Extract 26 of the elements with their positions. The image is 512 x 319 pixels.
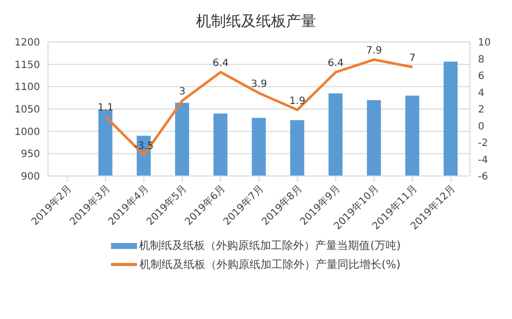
legend-label: 机制纸及纸板（外购原纸加工除外）产量同比增长(%) xyxy=(139,257,401,272)
chart-title: 机制纸及纸板产量 xyxy=(195,11,317,32)
y2-tick-label: -4 xyxy=(478,154,488,166)
y2-tick-label: 4 xyxy=(478,88,484,99)
y2-tick-label: 2 xyxy=(478,104,484,116)
data-label: 6.4 xyxy=(328,58,344,70)
y-tick-label: 950 xyxy=(20,149,40,160)
y-tick-label: 1150 xyxy=(14,60,40,71)
y2-tick-label: 10 xyxy=(478,38,491,49)
data-label: 3.9 xyxy=(251,79,267,90)
data-label: 1.9 xyxy=(289,96,306,107)
y-tick-label: 1050 xyxy=(14,104,40,116)
y-tick-label: 1200 xyxy=(14,38,40,49)
legend-label: 机制纸及纸板（外购原纸加工除外）产量当期值(万吨) xyxy=(139,238,401,253)
y2-tick-label: -6 xyxy=(478,172,488,183)
y-tick-label: 1100 xyxy=(14,82,40,94)
y2-tick-label: 8 xyxy=(478,54,484,66)
y2-tick-label: 0 xyxy=(478,121,484,132)
data-label: 3 xyxy=(179,86,186,98)
data-label: 7.9 xyxy=(366,46,382,57)
data-label: 7 xyxy=(409,53,416,64)
y2-tick-label: 6 xyxy=(478,71,484,82)
data-label: 6.4 xyxy=(212,58,229,70)
y-tick-label: 900 xyxy=(20,172,40,183)
y-tick-label: 1000 xyxy=(14,126,40,138)
y2-tick-label: -2 xyxy=(478,138,488,150)
